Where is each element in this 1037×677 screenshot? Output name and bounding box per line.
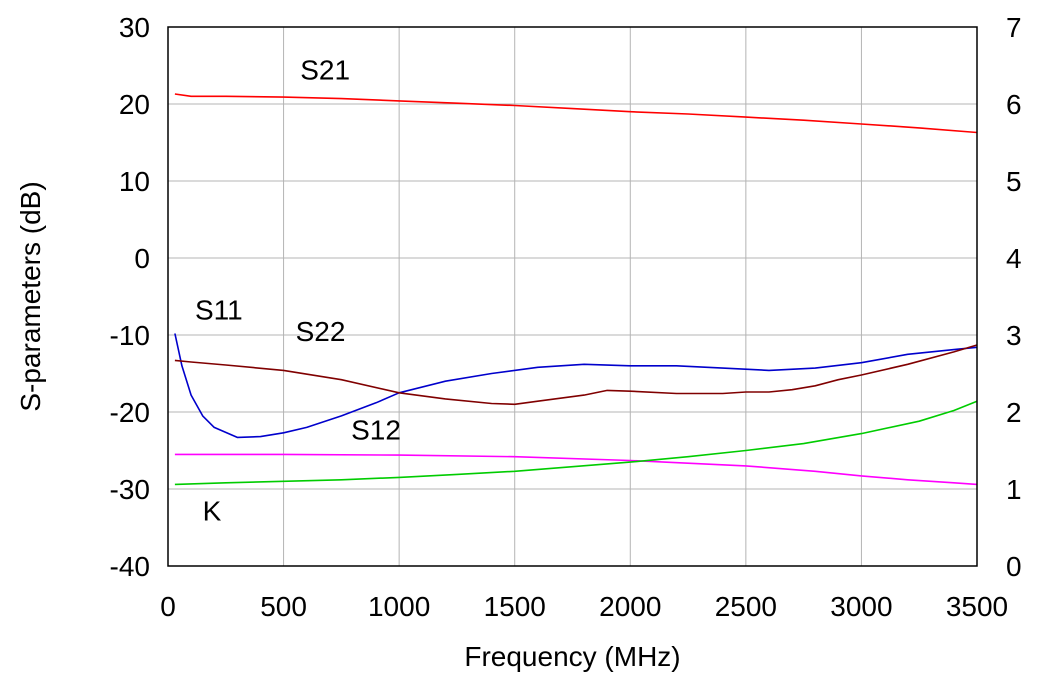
tick-labels: 0 500 1000 1500 2000 2500 3000 3500-40-30-20-10… xyxy=(110,12,1022,622)
y-tick-label: 30 xyxy=(119,12,150,43)
plot-area xyxy=(167,26,978,567)
x-tick-label: 1500 xyxy=(484,591,546,622)
y-tick-label: -10 xyxy=(110,320,150,351)
x-tick-label: 3500 xyxy=(946,591,1008,622)
y2-tick-label: 2 xyxy=(1006,397,1022,428)
x-tick-label: 2000 xyxy=(599,591,661,622)
y2-tick-label: 4 xyxy=(1006,243,1022,274)
y2-tick-label: 3 xyxy=(1006,320,1022,351)
y-tick-label: 20 xyxy=(119,89,150,120)
series-s21-line xyxy=(174,93,978,134)
annotation-k: K xyxy=(203,496,222,527)
annotation-s21: S21 xyxy=(300,54,350,85)
annotation-s12: S12 xyxy=(351,415,401,446)
y-tick-label: -20 xyxy=(110,397,150,428)
series-k-line xyxy=(174,400,978,486)
y-axis-title: S-parameters (dB) xyxy=(15,181,46,411)
y-tick-label: 10 xyxy=(119,166,150,197)
series-annotations: S21 S11 S22 S12 K xyxy=(195,54,401,526)
y2-tick-label: 1 xyxy=(1006,474,1022,505)
series-s12-line xyxy=(174,453,978,486)
y-tick-label: -30 xyxy=(110,474,150,505)
annotation-s11: S11 xyxy=(195,295,243,326)
x-tick-label: 500 xyxy=(260,591,307,622)
x-tick-label: 2500 xyxy=(715,591,777,622)
y2-tick-label: 5 xyxy=(1006,166,1022,197)
y2-tick-label: 0 xyxy=(1006,551,1022,582)
y2-tick-label: 7 xyxy=(1006,12,1022,43)
y-tick-label: 0 xyxy=(134,243,150,274)
y2-tick-label: 6 xyxy=(1006,89,1022,120)
x-tick-label: 0 xyxy=(160,591,176,622)
x-tick-label: 3000 xyxy=(830,591,892,622)
series-s11-line xyxy=(174,333,978,439)
data-series xyxy=(174,93,978,486)
y-tick-label: -40 xyxy=(110,551,150,582)
x-axis-title: Frequency (MHz) xyxy=(464,641,680,672)
series-s22-line xyxy=(174,344,978,406)
gridlines xyxy=(168,27,977,566)
annotation-s22: S22 xyxy=(296,316,346,347)
x-tick-label: 1000 xyxy=(368,591,430,622)
